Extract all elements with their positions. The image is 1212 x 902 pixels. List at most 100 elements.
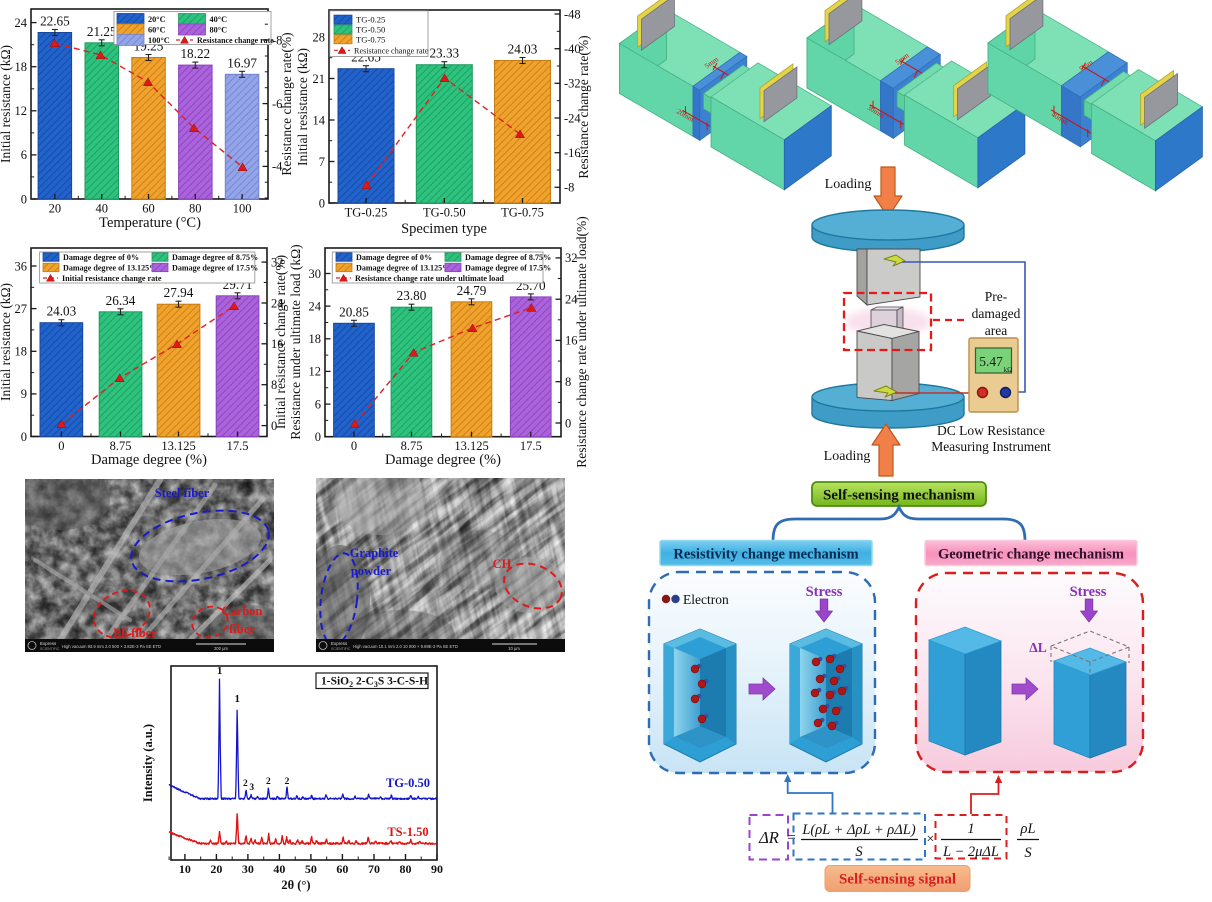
svg-text:23.33: 23.33 (429, 46, 459, 61)
svg-text:Stress: Stress (806, 584, 843, 600)
svg-text:SCIENTIFIC: SCIENTIFIC (40, 647, 60, 651)
svg-text:Loading: Loading (824, 449, 871, 464)
svg-text:16.97: 16.97 (227, 55, 257, 70)
svg-text:Resistance change rate under u: Resistance change rate under ultimate lo… (355, 274, 504, 283)
svg-text:Damage degree (%): Damage degree (%) (91, 452, 207, 468)
svg-text:60: 60 (142, 202, 155, 216)
svg-text:Initial resistance (kΩ): Initial resistance (kΩ) (295, 48, 310, 166)
svg-text:Initial resistance change rate: Initial resistance change rate(%) (273, 255, 288, 429)
svg-text:40: 40 (273, 862, 285, 876)
svg-text:CH: CH (493, 557, 512, 571)
svg-text:70: 70 (368, 862, 380, 876)
svg-text:24.79: 24.79 (457, 283, 487, 298)
svg-text:2: 2 (285, 777, 290, 787)
svg-text:Resistance under ultimate load: Resistance under ultimate load (kΩ) (288, 244, 303, 439)
svg-text:16: 16 (271, 337, 284, 351)
svg-text:22.65: 22.65 (40, 14, 70, 29)
svg-text:24: 24 (309, 299, 322, 313)
svg-text:-48: -48 (564, 7, 581, 21)
svg-text:18.22: 18.22 (180, 46, 210, 61)
svg-text:Damage degree of 0%: Damage degree of 0% (63, 253, 139, 262)
svg-text:21.25: 21.25 (87, 24, 117, 39)
svg-text:TG-0.25: TG-0.25 (345, 206, 388, 220)
svg-text:0: 0 (21, 192, 27, 206)
svg-text:Intensity (a.u.): Intensity (a.u.) (141, 724, 155, 802)
svg-text:Resistance change rate(%): Resistance change rate(%) (576, 35, 591, 178)
svg-text:High vacuum 10.1 mm 2.0: High vacuum 10.1 mm 2.0 10 000 × 9.89E-3… (353, 644, 458, 649)
svg-text:27: 27 (15, 302, 28, 316)
svg-text:100°C: 100°C (148, 36, 170, 45)
svg-text:30: 30 (242, 862, 254, 876)
svg-text:Damage degree of 13.125%: Damage degree of 13.125% (63, 263, 157, 272)
svg-text:80: 80 (400, 862, 412, 876)
svg-text:S: S (1024, 845, 1032, 861)
svg-text:0: 0 (58, 439, 64, 453)
svg-text:40°C: 40°C (210, 15, 228, 24)
svg-text:13.125: 13.125 (454, 439, 488, 453)
svg-text:Stress: Stress (1070, 584, 1107, 600)
svg-text:Damage degree of 17.5%: Damage degree of 17.5% (172, 263, 258, 272)
svg-text:ρL: ρL (1019, 821, 1035, 837)
svg-text:18: 18 (15, 60, 28, 74)
svg-text:32: 32 (565, 251, 578, 265)
svg-text:-8: -8 (272, 33, 282, 47)
svg-text:90: 90 (431, 862, 443, 876)
svg-text:L(ρL + ΔρL + ρΔL): L(ρL + ΔρL + ρΔL) (801, 822, 916, 838)
svg-text:12: 12 (15, 104, 28, 118)
svg-text:24: 24 (271, 296, 284, 310)
svg-text:TG-0.75: TG-0.75 (356, 34, 385, 44)
svg-text:TG-0.50: TG-0.50 (386, 776, 430, 790)
svg-text:damaged: damaged (972, 306, 1021, 321)
svg-text:1-SiO2 2-C3S 3-C-S-H: 1-SiO2 2-C3S 3-C-S-H (321, 676, 428, 690)
svg-text:High vacuum 93.9 mm 2.0: High vacuum 93.9 mm 2.0 500 × 3.82E-3 Pa… (62, 644, 161, 649)
svg-text:8.75: 8.75 (110, 439, 132, 453)
svg-text:TG-0.75: TG-0.75 (501, 206, 544, 220)
svg-text:-4: -4 (272, 160, 283, 174)
svg-text:5.47: 5.47 (979, 354, 1003, 369)
svg-text:TG-0.50: TG-0.50 (423, 206, 466, 220)
svg-text:24.03: 24.03 (508, 42, 538, 57)
svg-text:-40: -40 (564, 42, 581, 56)
svg-text:40: 40 (95, 202, 108, 216)
svg-text:Temperature (°C): Temperature (°C) (99, 215, 201, 231)
svg-text:-16: -16 (564, 146, 581, 160)
svg-text:Express: Express (331, 641, 348, 646)
svg-text:kΩ: kΩ (1004, 366, 1013, 374)
svg-text:Damage degree of 8.75%: Damage degree of 8.75% (465, 253, 551, 262)
svg-text:Graphite: Graphite (350, 546, 399, 560)
svg-text:6: 6 (315, 397, 321, 411)
svg-text:Damage degree of 13.125%: Damage degree of 13.125% (356, 263, 450, 272)
svg-text:Initial resistance (kΩ): Initial resistance (kΩ) (0, 283, 13, 401)
svg-text:26.34: 26.34 (106, 293, 136, 308)
svg-text:TG-0.25: TG-0.25 (356, 15, 385, 25)
svg-text:2: 2 (266, 777, 271, 787)
svg-text:0: 0 (319, 196, 325, 210)
svg-text:30: 30 (309, 267, 322, 281)
svg-text:2: 2 (243, 779, 248, 789)
svg-text:Electron: Electron (683, 592, 729, 607)
svg-text:Self-sensing signal: Self-sensing signal (839, 872, 956, 888)
svg-text:S: S (855, 844, 863, 860)
svg-text:Damage degree (%): Damage degree (%) (385, 452, 501, 468)
svg-text:60: 60 (336, 862, 348, 876)
svg-text:10: 10 (179, 862, 191, 876)
svg-text:14: 14 (313, 113, 326, 127)
svg-text:DC Low Resistance: DC Low Resistance (937, 423, 1045, 438)
svg-text:36: 36 (15, 259, 28, 273)
svg-text:8.75: 8.75 (401, 439, 423, 453)
svg-text:6: 6 (21, 148, 27, 162)
svg-text:powder: powder (351, 564, 392, 578)
svg-text:17.5: 17.5 (227, 439, 249, 453)
svg-text:Damage degree of 8.75%: Damage degree of 8.75% (172, 253, 258, 262)
svg-text:13.125: 13.125 (161, 439, 195, 453)
svg-text:-24: -24 (564, 111, 581, 125)
svg-text:10 μm: 10 μm (508, 646, 520, 651)
svg-text:Steel fiber: Steel fiber (155, 486, 210, 500)
svg-text:-8: -8 (564, 181, 574, 195)
svg-text:Pre-: Pre- (985, 289, 1008, 304)
svg-text:Damage degree of 17.5%: Damage degree of 17.5% (465, 263, 551, 272)
svg-text:24.03: 24.03 (47, 304, 77, 319)
svg-text:×: × (927, 832, 935, 847)
svg-text:Resistance change rate under u: Resistance change rate under ultimate lo… (574, 216, 589, 468)
svg-text:24: 24 (15, 16, 28, 30)
